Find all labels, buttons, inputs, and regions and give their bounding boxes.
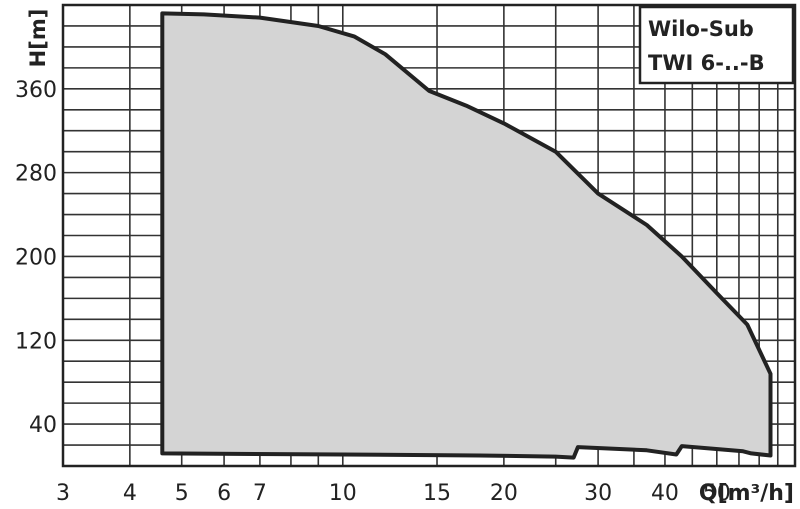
y-tick-label: 120 bbox=[15, 329, 57, 354]
operating-area bbox=[160, 11, 773, 460]
legend-box: Wilo-Sub TWI 6-..-B bbox=[638, 5, 795, 85]
x-tick-label: 15 bbox=[423, 481, 451, 506]
legend-line-2: TWI 6-..-B bbox=[648, 51, 765, 75]
x-tick-label: 40 bbox=[651, 481, 679, 506]
operating-range-area bbox=[160, 11, 773, 460]
x-tick-label: 5 bbox=[175, 481, 189, 506]
x-tick-label: 7 bbox=[253, 481, 267, 506]
x-tick-label: 50 bbox=[703, 481, 731, 506]
x-tick-label: 3 bbox=[56, 481, 70, 506]
x-tick-label: 10 bbox=[329, 481, 357, 506]
legend-line-1: Wilo-Sub bbox=[648, 17, 754, 41]
x-tick-label: 4 bbox=[123, 481, 137, 506]
y-tick-label: 360 bbox=[15, 78, 57, 103]
y-tick-labels: 40 120 200 280 360 bbox=[15, 78, 57, 438]
y-axis-label: H[m] bbox=[26, 9, 50, 68]
y-tick-label: 280 bbox=[15, 162, 57, 187]
x-tick-label: 30 bbox=[584, 481, 612, 506]
x-tick-label: 20 bbox=[490, 481, 518, 506]
plot-frame bbox=[61, 3, 797, 468]
y-tick-label: 40 bbox=[29, 413, 57, 438]
x-tick-labels: 3 4 5 6 7 10 15 20 30 40 50 bbox=[56, 481, 731, 506]
x-axis-label: Q[m³/h] bbox=[699, 481, 794, 506]
x-tick-label: 6 bbox=[217, 481, 231, 506]
y-tick-label: 200 bbox=[15, 245, 57, 270]
